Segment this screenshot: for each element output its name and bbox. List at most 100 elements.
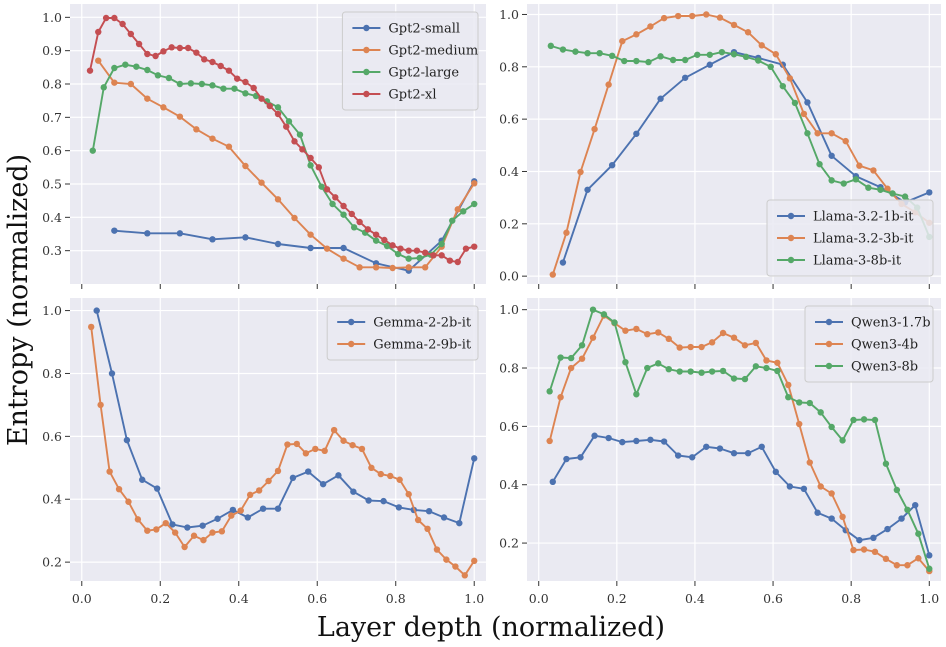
data-point: [681, 56, 689, 64]
data-point: [93, 307, 100, 314]
data-point: [828, 515, 835, 522]
y-tick-label: 0.6: [42, 143, 62, 158]
data-point: [193, 126, 200, 133]
legend-label: Gemma-2-2b-it: [373, 316, 472, 331]
data-point: [332, 194, 339, 201]
series-Gpt2-xl: [86, 14, 478, 266]
data-point: [318, 183, 325, 190]
y-tick-label: 1.0: [499, 7, 519, 22]
data-point: [786, 483, 794, 490]
data-point: [266, 102, 273, 110]
data-point: [655, 329, 662, 336]
data-point: [547, 42, 555, 50]
data-point: [755, 57, 762, 64]
data-point: [567, 364, 575, 372]
data-point: [348, 210, 355, 218]
data-point: [546, 437, 553, 445]
legend-swatch-marker: [825, 340, 833, 348]
data-point: [452, 563, 459, 570]
series-line: [551, 13, 930, 275]
legend-swatch-marker: [363, 24, 370, 32]
legend-swatch-marker: [348, 340, 355, 348]
data-point: [335, 472, 342, 479]
data-point: [95, 28, 102, 36]
data-point: [870, 534, 877, 542]
data-point: [414, 516, 422, 524]
data-point: [742, 53, 750, 61]
data-point: [123, 436, 131, 444]
data-point: [655, 360, 662, 367]
data-point: [471, 243, 478, 250]
data-point: [904, 562, 911, 569]
y-tick-label: 1.0: [499, 302, 519, 317]
data-point: [660, 438, 668, 445]
y-tick-label: 0.0: [499, 269, 519, 284]
data-point: [589, 334, 597, 341]
data-point: [372, 264, 380, 271]
data-point: [828, 152, 835, 159]
data-point: [681, 74, 689, 81]
data-point: [323, 245, 331, 252]
data-point: [284, 441, 291, 448]
data-point: [744, 450, 752, 457]
data-point: [95, 57, 102, 64]
data-point: [349, 441, 356, 449]
data-point: [716, 445, 724, 452]
data-point: [438, 240, 445, 248]
data-point: [250, 84, 257, 92]
data-point: [871, 416, 879, 424]
data-point: [926, 552, 933, 559]
legend-box: [341, 11, 479, 111]
data-point: [225, 67, 233, 74]
data-point: [350, 488, 357, 495]
data-point: [285, 118, 293, 125]
data-point: [779, 82, 787, 90]
data-point: [258, 95, 265, 102]
y-tick-label: 0.2: [499, 216, 519, 231]
data-point: [255, 487, 263, 494]
data-point: [884, 185, 891, 192]
data-point: [850, 546, 857, 554]
data-point: [605, 81, 612, 88]
data-point: [856, 536, 863, 544]
data-point: [557, 393, 564, 401]
y-tick-label: 0.8: [42, 77, 62, 92]
data-point: [752, 339, 760, 347]
data-point: [229, 506, 237, 514]
data-point: [559, 259, 567, 266]
data-point: [694, 51, 701, 58]
y-tick-label: 0.5: [42, 177, 62, 192]
data-point: [430, 252, 437, 259]
data-point: [852, 176, 860, 183]
legend-label: Qwen3-4b: [851, 338, 918, 353]
data-point: [584, 186, 591, 193]
data-point: [340, 437, 347, 444]
data-point: [242, 234, 249, 241]
legend-swatch-marker: [825, 362, 833, 370]
data-point: [176, 113, 184, 120]
panel-top-right: 0.00.20.40.60.81.0Llama-3.2-1b-itLlama-3…: [499, 4, 941, 289]
data-point: [912, 501, 919, 509]
data-point: [926, 189, 933, 196]
legend-swatch-marker: [348, 318, 355, 326]
x-tick-label: 1.0: [464, 591, 484, 606]
data-point: [828, 177, 835, 184]
panels: 0.3 0.4 0.5 0.6 0.7 0.8 0.9 1.0 Gpt2-small Gpt2-m…: [42, 4, 941, 606]
data-point: [622, 358, 629, 366]
data-point: [860, 416, 868, 423]
data-point: [644, 364, 651, 372]
data-point: [716, 14, 724, 21]
data-point: [589, 306, 597, 313]
data-point: [291, 138, 298, 145]
data-point: [144, 230, 151, 237]
data-point: [421, 249, 429, 256]
data-point: [139, 476, 146, 483]
data-point: [111, 79, 118, 86]
data-point: [315, 164, 323, 171]
data-point: [767, 63, 774, 71]
legend-swatch-marker: [825, 318, 833, 326]
data-point: [187, 80, 195, 87]
data-point: [644, 330, 651, 338]
data-point: [622, 327, 629, 334]
data-point: [619, 37, 626, 45]
